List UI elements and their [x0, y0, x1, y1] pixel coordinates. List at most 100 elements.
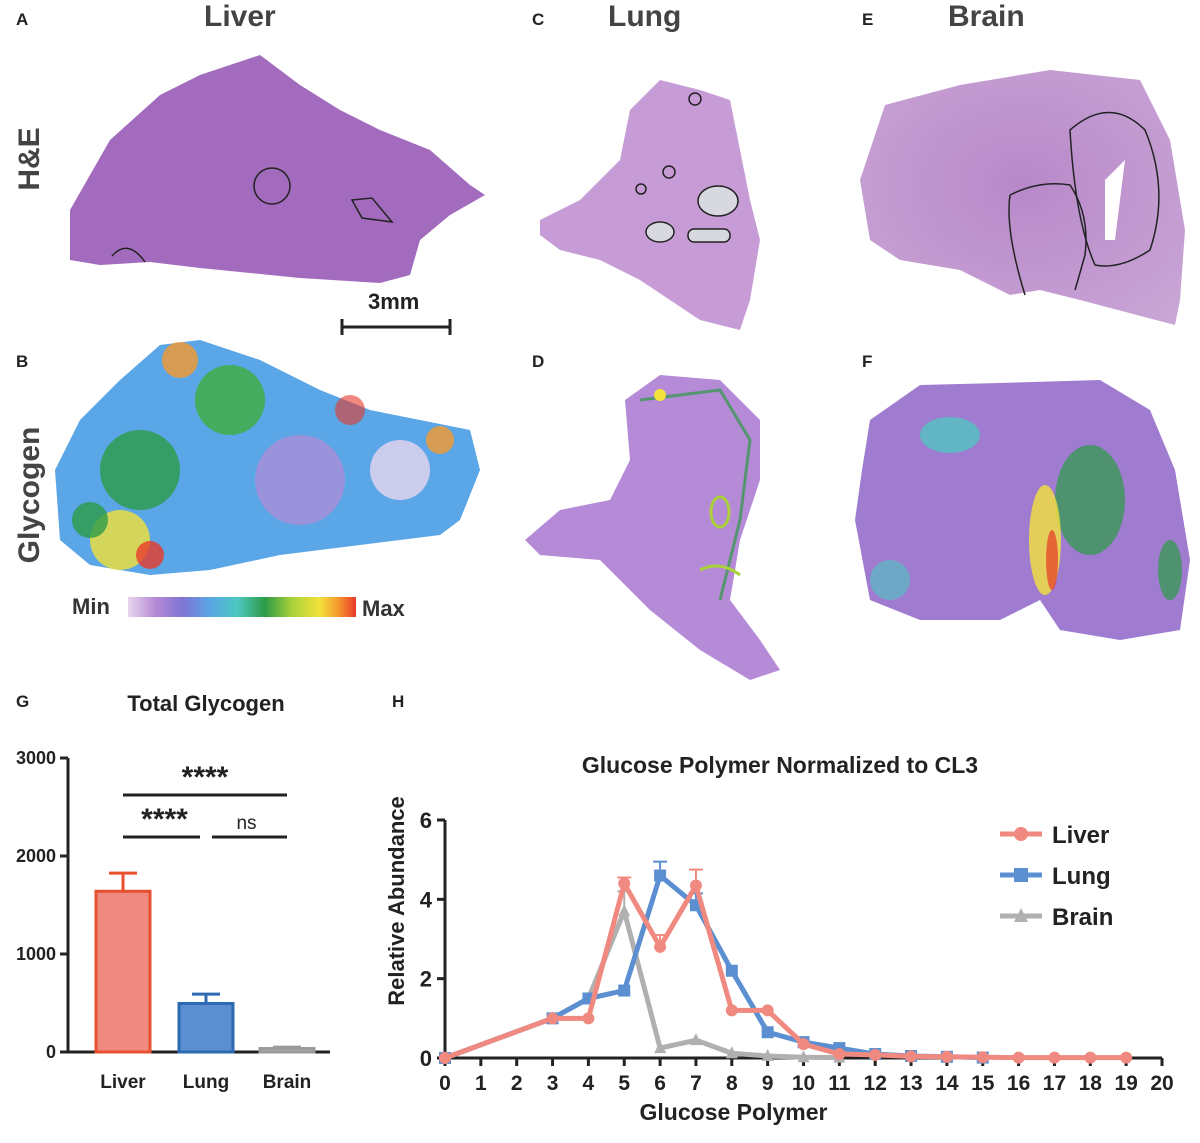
- x-tick-label: 1: [475, 1072, 487, 1095]
- x-tick-label: Lung: [183, 1072, 229, 1093]
- data-point: [797, 1050, 810, 1063]
- x-tick-label: 0: [439, 1072, 451, 1095]
- legend-label: Liver: [1052, 822, 1109, 849]
- y-tick-label: 3000: [16, 748, 56, 768]
- y-tick-label: 2000: [16, 846, 56, 866]
- liver-he-image: [70, 55, 485, 283]
- data-point: [940, 1050, 953, 1063]
- data-point: [689, 1033, 702, 1046]
- x-tick-label: 19: [1114, 1072, 1137, 1095]
- y-axis-label: Relative Abundance: [384, 796, 409, 1005]
- brain-ventricle: [1105, 160, 1125, 240]
- total-glycogen-bar-chart: Total Glycogen 0 1000 2000 3000 Liver Lung Brai…: [16, 691, 330, 1093]
- data-point: [869, 1048, 882, 1061]
- brain-he-roi: [1008, 194, 1026, 296]
- legend-marker: [1014, 868, 1028, 882]
- colorbar: [128, 597, 356, 617]
- x-tick-label: 4: [583, 1072, 595, 1095]
- data-point: [833, 1048, 846, 1061]
- x-tick-label: Brain: [263, 1072, 312, 1093]
- lung-he-roi: [687, 228, 731, 243]
- x-tick-label: 8: [726, 1072, 738, 1095]
- brain-he-roi: [1069, 111, 1160, 267]
- lung-he-roi: [635, 183, 647, 195]
- data-point: [725, 964, 738, 977]
- panel-label-d: D: [532, 352, 545, 371]
- data-point: [761, 1026, 774, 1039]
- data-point: [761, 1004, 774, 1017]
- bar-lung: [177, 1001, 235, 1054]
- significance-label: ****: [141, 803, 188, 836]
- panel-label-b: B: [16, 352, 29, 371]
- legend: Liver Lung Brain: [1000, 822, 1113, 931]
- data-point: [976, 1051, 989, 1064]
- brain-glycogen-heatmap: [855, 380, 1190, 640]
- lung-he-roi: [662, 165, 676, 179]
- data-point: [546, 1012, 559, 1025]
- lung-he-image: [540, 80, 760, 330]
- data-point: [439, 1052, 451, 1064]
- data-point: [725, 1046, 738, 1059]
- y-tick-label: 1000: [16, 944, 56, 964]
- data-point: [618, 904, 631, 917]
- x-tick-label: 7: [690, 1072, 702, 1095]
- legend-marker: [1014, 827, 1028, 841]
- x-tick-label: 6: [654, 1072, 666, 1095]
- x-tick-label: 12: [864, 1072, 887, 1095]
- lung-he-roi: [697, 185, 739, 217]
- tissue-images: [55, 55, 1190, 680]
- data-point: [654, 940, 667, 953]
- data-point: [761, 1049, 774, 1062]
- scale-bar: [340, 319, 452, 335]
- lung-he-roi: [645, 221, 675, 243]
- x-tick-label: Liver: [100, 1072, 146, 1093]
- x-tick-label: 18: [1079, 1072, 1103, 1095]
- colorbar-min-label: Min: [72, 594, 110, 619]
- x-tick-label: 11: [828, 1072, 851, 1095]
- data-point: [797, 1038, 810, 1051]
- colorbar-max-label: Max: [362, 596, 405, 621]
- x-tick-label: 20: [1150, 1072, 1173, 1095]
- panel-label-c: C: [532, 10, 545, 29]
- data-point: [1012, 1051, 1025, 1064]
- series-lung: [439, 860, 989, 1064]
- lung-glycogen-heatmap: [525, 375, 780, 680]
- chart-title: Glucose Polymer Normalized to CL3: [582, 752, 978, 778]
- chart-title: Total Glycogen: [127, 691, 284, 716]
- x-tick-label: 9: [762, 1072, 774, 1095]
- significance-label: ****: [182, 761, 229, 794]
- bar-liver: [94, 889, 152, 1054]
- data-point: [905, 1050, 918, 1063]
- y-tick-label: 0: [420, 1046, 432, 1071]
- brain-he-image: [860, 70, 1185, 325]
- legend-marker: [1014, 908, 1028, 922]
- x-tick-label: 15: [971, 1072, 995, 1095]
- liver-glycogen-heatmap: [55, 340, 480, 575]
- scale-bar-label: 3mm: [368, 289, 420, 314]
- panel-label-a: A: [16, 10, 29, 29]
- x-tick-label: 5: [618, 1072, 630, 1095]
- data-point: [1120, 1051, 1133, 1064]
- column-title-liver: Liver: [204, 0, 276, 33]
- data-point: [618, 984, 631, 997]
- series-liver: [439, 868, 1133, 1064]
- legend-label: Lung: [1052, 863, 1111, 890]
- data-point: [654, 1041, 667, 1054]
- x-axis-label: Glucose Polymer: [640, 1099, 828, 1125]
- panel-label-f: F: [862, 352, 873, 371]
- y-tick-label: 2: [420, 967, 432, 992]
- y-tick-label: 0: [46, 1042, 56, 1062]
- data-point: [654, 869, 667, 882]
- bar-brain: [258, 1047, 316, 1054]
- data-point: [618, 877, 631, 890]
- y-tick-label: 6: [420, 808, 432, 833]
- legend-label: Brain: [1052, 904, 1113, 931]
- y-tick-label: 4: [420, 887, 433, 912]
- data-point: [1048, 1051, 1061, 1064]
- x-tick-label: 10: [792, 1072, 815, 1095]
- brain-he-roi: [1009, 183, 1087, 291]
- panel-label-e: E: [862, 10, 874, 29]
- liver-he-roi: [350, 197, 394, 223]
- panel-label-h: H: [392, 692, 405, 711]
